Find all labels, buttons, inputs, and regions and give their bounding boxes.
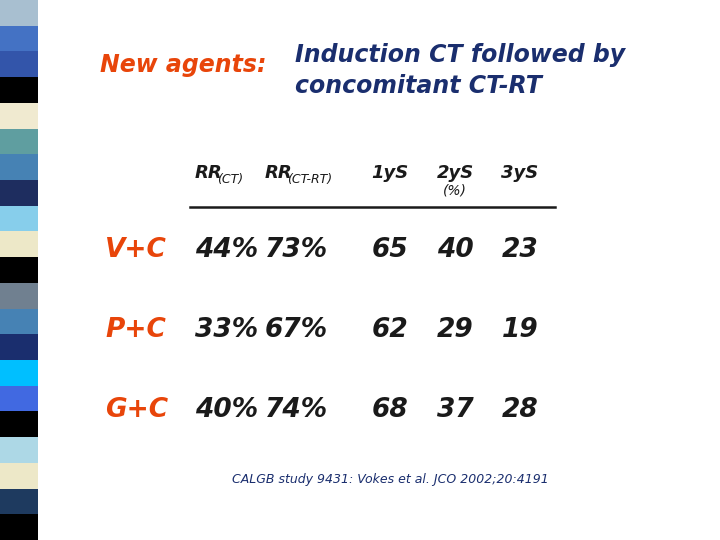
Bar [0, 206, 38, 232]
Bar [0, 386, 38, 411]
Text: 44%: 44% [195, 237, 258, 263]
Bar [0, 0, 38, 26]
Text: 29: 29 [436, 317, 473, 343]
Bar [0, 463, 38, 489]
Text: (CT): (CT) [217, 173, 243, 186]
Text: (CT-RT): (CT-RT) [287, 173, 332, 186]
Bar [0, 26, 38, 51]
Text: 1yS: 1yS [372, 164, 409, 182]
Bar [0, 489, 38, 514]
Text: 67%: 67% [265, 317, 328, 343]
Text: V+C: V+C [105, 237, 167, 263]
Text: Induction CT followed by
concomitant CT-RT: Induction CT followed by concomitant CT-… [295, 43, 625, 98]
Text: G+C: G+C [105, 397, 168, 423]
Text: 28: 28 [502, 397, 539, 423]
Text: 40: 40 [436, 237, 473, 263]
Bar [0, 103, 38, 129]
Bar [0, 51, 38, 77]
Text: CALGB study 9431: Vokes et al. JCO 2002;20:4191: CALGB study 9431: Vokes et al. JCO 2002;… [232, 474, 549, 487]
Bar [0, 257, 38, 283]
Bar [0, 437, 38, 463]
Text: 62: 62 [372, 317, 408, 343]
Bar [0, 129, 38, 154]
Bar [0, 360, 38, 386]
Text: 37: 37 [436, 397, 473, 423]
Text: New agents:: New agents: [100, 53, 266, 77]
Bar [0, 514, 38, 540]
Text: 40%: 40% [195, 397, 258, 423]
Text: RR: RR [195, 164, 222, 182]
Text: 68: 68 [372, 397, 408, 423]
Text: 23: 23 [502, 237, 539, 263]
Text: 73%: 73% [265, 237, 328, 263]
Bar [0, 283, 38, 308]
Bar [0, 154, 38, 180]
Bar [0, 77, 38, 103]
Bar [0, 232, 38, 257]
Text: 2yS: 2yS [436, 164, 474, 182]
Text: 19: 19 [502, 317, 539, 343]
Bar [0, 334, 38, 360]
Text: P+C: P+C [105, 317, 166, 343]
Text: 33%: 33% [195, 317, 258, 343]
Bar [0, 180, 38, 206]
Text: (%): (%) [443, 184, 467, 198]
Text: 74%: 74% [265, 397, 328, 423]
Bar [0, 308, 38, 334]
Text: 3yS: 3yS [501, 164, 539, 182]
Bar [0, 411, 38, 437]
Text: 65: 65 [372, 237, 408, 263]
Text: RR: RR [265, 164, 293, 182]
